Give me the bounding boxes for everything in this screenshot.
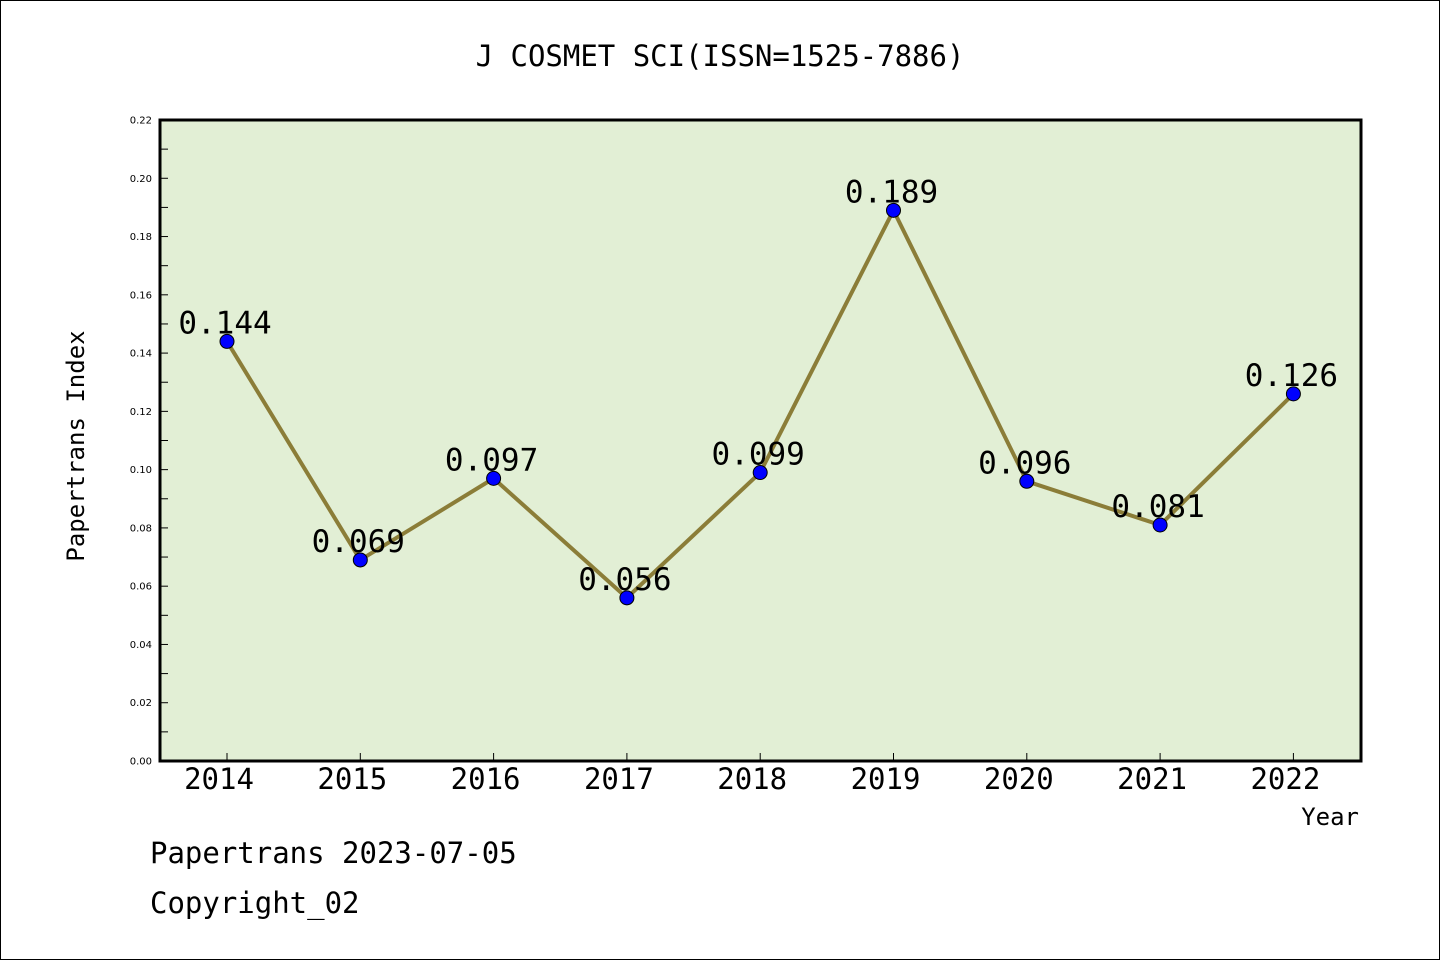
x-tick-label: 2021 (1117, 762, 1187, 796)
data-point (886, 202, 901, 218)
data-label: 0.097 (445, 442, 538, 478)
data-point (619, 590, 635, 606)
x-tick-label: 2018 (717, 762, 787, 796)
x-tick-label: 2019 (851, 762, 921, 796)
y-tick-label: 0.06 (130, 582, 152, 593)
data-label: 0.144 (178, 305, 271, 341)
x-axis: 2014 2015 2016 2017 2018 2019 2020 2021 2022 (184, 753, 1320, 796)
data-label: 0.126 (1245, 358, 1338, 394)
y-tick-label: 0.22 (130, 116, 152, 127)
x-tick-label: 2017 (584, 762, 654, 796)
data-point (352, 552, 368, 568)
x-axis-label: Year (1301, 803, 1359, 831)
y-tick-label: 0.00 (130, 757, 152, 768)
data-label: 0.081 (1111, 489, 1204, 525)
y-tick-label: 0.12 (130, 407, 152, 418)
series: 0.144 0.069 0.097 0.056 0.099 0.189 0.096 0.081… (178, 174, 1338, 606)
x-tick-label: 2016 (451, 762, 521, 796)
y-tick-label: 0.08 (130, 523, 152, 534)
data-point (752, 465, 768, 481)
x-tick-label: 2020 (984, 762, 1054, 796)
y-tick-label: 0.02 (130, 698, 152, 709)
data-label: 0.099 (712, 437, 805, 473)
y-tick-label: 0.10 (130, 465, 152, 476)
data-label: 0.069 (312, 524, 405, 560)
plot-area (160, 120, 1361, 761)
data-point (1152, 517, 1168, 533)
y-tick-label: 0.20 (130, 174, 152, 185)
data-point (219, 333, 235, 349)
footer-copyright: Copyright_02 (150, 886, 360, 921)
y-axis-label: Papertrans Index (62, 330, 90, 561)
y-tick-label: 0.14 (130, 349, 152, 360)
data-point (1285, 386, 1301, 402)
x-tick-label: 2014 (184, 762, 254, 796)
y-tick-label: 0.16 (130, 290, 152, 301)
y-tick-label: 0.18 (130, 232, 152, 243)
data-label: 0.096 (978, 445, 1071, 481)
plot-frame (158, 118, 1363, 763)
data-label: 0.056 (578, 562, 671, 598)
chart-title: J COSMET SCI(ISSN=1525-7886) (476, 39, 965, 73)
x-tick-label: 2015 (317, 762, 387, 796)
data-point (486, 470, 502, 486)
footer-date: Papertrans 2023-07-05 (150, 836, 517, 870)
data-label: 0.189 (845, 174, 938, 210)
data-point (1019, 473, 1035, 489)
x-tick-label: 2022 (1250, 762, 1320, 796)
y-tick-label: 0.04 (130, 640, 152, 651)
